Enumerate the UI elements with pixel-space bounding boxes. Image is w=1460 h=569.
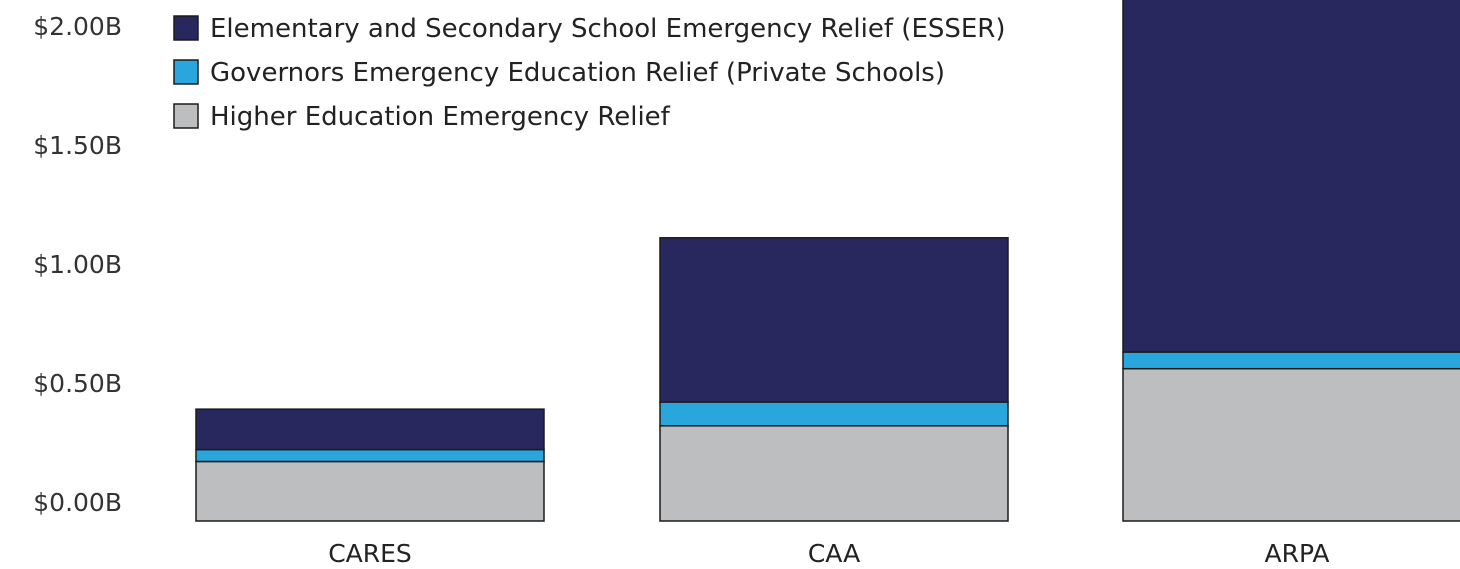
bar-segment [195,408,545,451]
y-tick-label: $1.50B [33,131,122,160]
y-tick-label: $1.00B [33,250,122,279]
y-tick-label: $0.50B [33,369,122,398]
bar-segment [195,448,545,463]
bar-stack-caa [659,237,1009,522]
legend-item: Higher Education Emergency Relief [173,102,671,132]
legend-swatch [173,15,199,41]
bar-segment [1122,351,1460,370]
x-tick-label: CAA [808,539,860,568]
y-tick-label: $2.00B [33,12,122,41]
x-tick-label: ARPA [1264,539,1329,568]
bars [195,0,1460,522]
legend-label: Elementary and Secondary School Emergenc… [210,14,1006,44]
legend-label: Governors Emergency Education Relief (Pr… [210,58,945,88]
legend-item: Governors Emergency Education Relief (Pr… [173,58,945,88]
bar-segment [659,237,1009,403]
y-axis: $0.00B $0.50B $1.00B $1.50B $2.00B [33,12,122,517]
bar-segment [195,460,545,522]
bar-segment [659,425,1009,522]
legend-swatch [173,103,199,129]
legend-swatch [173,59,199,85]
bar-segment [659,401,1009,427]
bar-stack-arpa [1122,0,1460,522]
bar-segment [1122,0,1460,353]
legend-label: Higher Education Emergency Relief [210,102,671,132]
legend-item: Elementary and Secondary School Emergenc… [173,14,1006,44]
bar-segment [1122,367,1460,522]
legend: Elementary and Secondary School Emergenc… [173,14,1006,132]
bar-stack-cares [195,408,545,522]
x-tick-label: CARES [328,539,412,568]
x-axis: CARES CAA ARPA [328,539,1329,568]
y-tick-label: $0.00B [33,488,122,517]
